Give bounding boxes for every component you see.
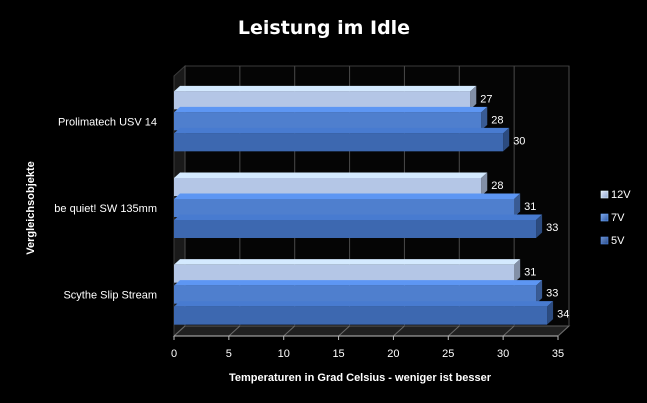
bar-end-face <box>481 106 488 131</box>
bar-front-face <box>174 199 515 217</box>
x-tick-label: 10 <box>278 348 290 360</box>
legend-swatch <box>600 190 609 199</box>
bar-top-face <box>174 106 488 113</box>
legend-swatch <box>600 236 609 245</box>
category-label: Prolimatech USV 14 <box>58 116 157 128</box>
floor-gridline <box>338 325 350 337</box>
x-tick-label: 5 <box>226 348 232 360</box>
data-label: 34 <box>557 309 569 321</box>
x-tick-label: 0 <box>171 348 177 360</box>
bar-front-face <box>174 264 515 283</box>
floor-gridline <box>393 325 405 337</box>
legend-entry: 5V <box>600 235 625 247</box>
bars-group: 27 28 30 28 31 33 31 33 34 <box>174 85 569 325</box>
bar: 30 <box>174 127 525 152</box>
bar-front-face <box>174 306 548 325</box>
bar-front-face <box>174 220 537 238</box>
legend-entry: 7V <box>600 212 625 224</box>
bar-top-face <box>174 214 543 220</box>
data-label: 31 <box>524 267 536 279</box>
data-label: 33 <box>546 288 558 300</box>
bar-top-face <box>174 280 543 286</box>
bar-top-face <box>174 85 477 92</box>
bar-front-face <box>174 133 504 152</box>
bar: 34 <box>174 301 569 325</box>
bar-end-face <box>514 259 521 283</box>
bar-front-face <box>174 285 537 304</box>
bar-top-face <box>174 193 521 199</box>
x-tick-label: 35 <box>552 348 564 360</box>
category-label: Scythe Slip Stream <box>63 290 157 302</box>
data-label: 30 <box>513 135 525 147</box>
bar-end-face <box>503 127 510 152</box>
bar-top-face <box>174 127 510 134</box>
x-tick-label: 20 <box>387 348 399 360</box>
bar-top-face <box>174 172 488 178</box>
legend-entry: 12V <box>600 189 631 201</box>
x-tick-label: 25 <box>442 348 454 360</box>
x-tick-label: 30 <box>497 348 509 360</box>
category-label: be quiet! SW 135mm <box>54 203 157 215</box>
data-label: 28 <box>491 114 503 126</box>
x-tick-label: 15 <box>332 348 344 360</box>
floor-gridline <box>557 325 570 337</box>
x-tick-labels: 0 5 10 15 20 25 30 35 <box>171 335 564 360</box>
legend-label: 7V <box>611 212 625 224</box>
bar: 31 <box>174 259 536 283</box>
data-label: 28 <box>491 180 503 192</box>
floor-gridline <box>447 325 460 337</box>
bar-end-face <box>547 301 554 325</box>
bar: 33 <box>174 214 558 238</box>
bar-top-face <box>174 259 521 265</box>
bar-front-face <box>174 91 471 110</box>
floor-gridline <box>173 325 186 337</box>
bar: 33 <box>174 280 558 304</box>
legend-swatch <box>600 213 609 222</box>
bar-end-face <box>470 85 477 110</box>
floor-gridline <box>502 325 515 337</box>
bar-front-face <box>174 178 482 196</box>
bar-top-face <box>174 301 554 307</box>
bar-end-face <box>536 214 543 238</box>
bar: 28 <box>174 172 504 196</box>
y-axis-title: Vergleichsobjekte <box>25 161 37 255</box>
floor-gridline <box>283 325 296 337</box>
legend-label: 12V <box>611 189 631 201</box>
bar: 28 <box>174 106 504 131</box>
x-axis-title: Temperaturen in Grad Celsius - weniger i… <box>229 372 492 384</box>
category-labels: Prolimatech USV 14 be quiet! SW 135mm Scyt… <box>54 116 157 301</box>
floor-gridline <box>228 325 241 337</box>
bar-end-face <box>481 172 488 196</box>
legend-label: 5V <box>611 235 625 247</box>
bar-front-face <box>174 112 482 131</box>
data-label: 27 <box>480 93 492 105</box>
bar-end-face <box>536 280 543 304</box>
data-label: 33 <box>546 222 558 234</box>
plot-floor <box>172 325 571 337</box>
legend: 12V 7V 5V <box>600 189 631 247</box>
chart-title: Leistung im Idle <box>238 17 410 39</box>
bar: 31 <box>174 193 536 217</box>
bar: 27 <box>174 85 493 110</box>
bar-end-face <box>514 193 521 217</box>
data-label: 31 <box>524 201 536 213</box>
